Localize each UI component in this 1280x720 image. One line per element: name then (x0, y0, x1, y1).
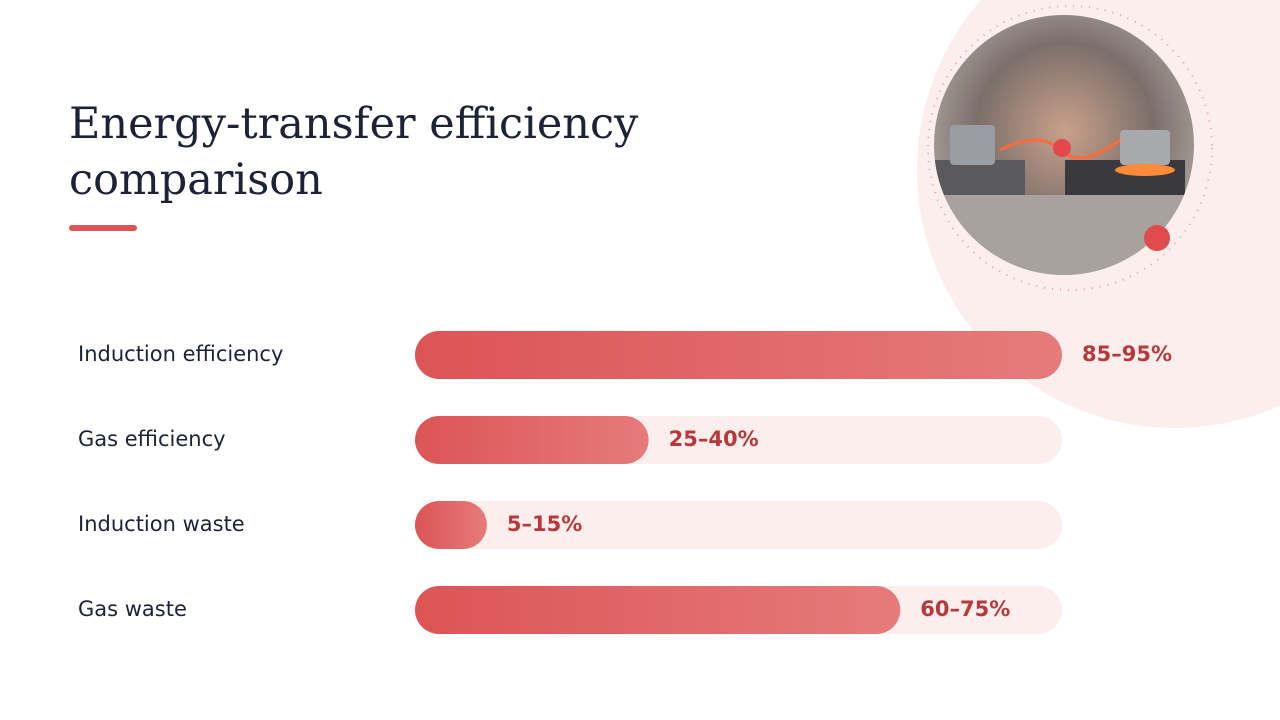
value-label: 60–75% (920, 597, 1010, 621)
category-label: Gas efficiency (78, 427, 226, 451)
value-label: 85–95% (1082, 342, 1172, 366)
value-label: 5–15% (507, 512, 582, 536)
category-label: Induction waste (78, 512, 245, 536)
bar-track (415, 501, 1062, 549)
value-label: 25–40% (669, 427, 759, 451)
accent-dot (1144, 225, 1170, 251)
bar (415, 586, 901, 634)
bar (415, 331, 1062, 379)
category-label: Gas waste (78, 597, 187, 621)
title-underline (69, 225, 137, 231)
bar (415, 501, 487, 549)
chart-title: Energy-transfer efficiency comparison (69, 99, 639, 205)
category-label: Induction efficiency (78, 342, 283, 366)
dotted-ring (927, 5, 1213, 291)
bar (415, 416, 649, 464)
kitchen-photo (934, 15, 1194, 275)
